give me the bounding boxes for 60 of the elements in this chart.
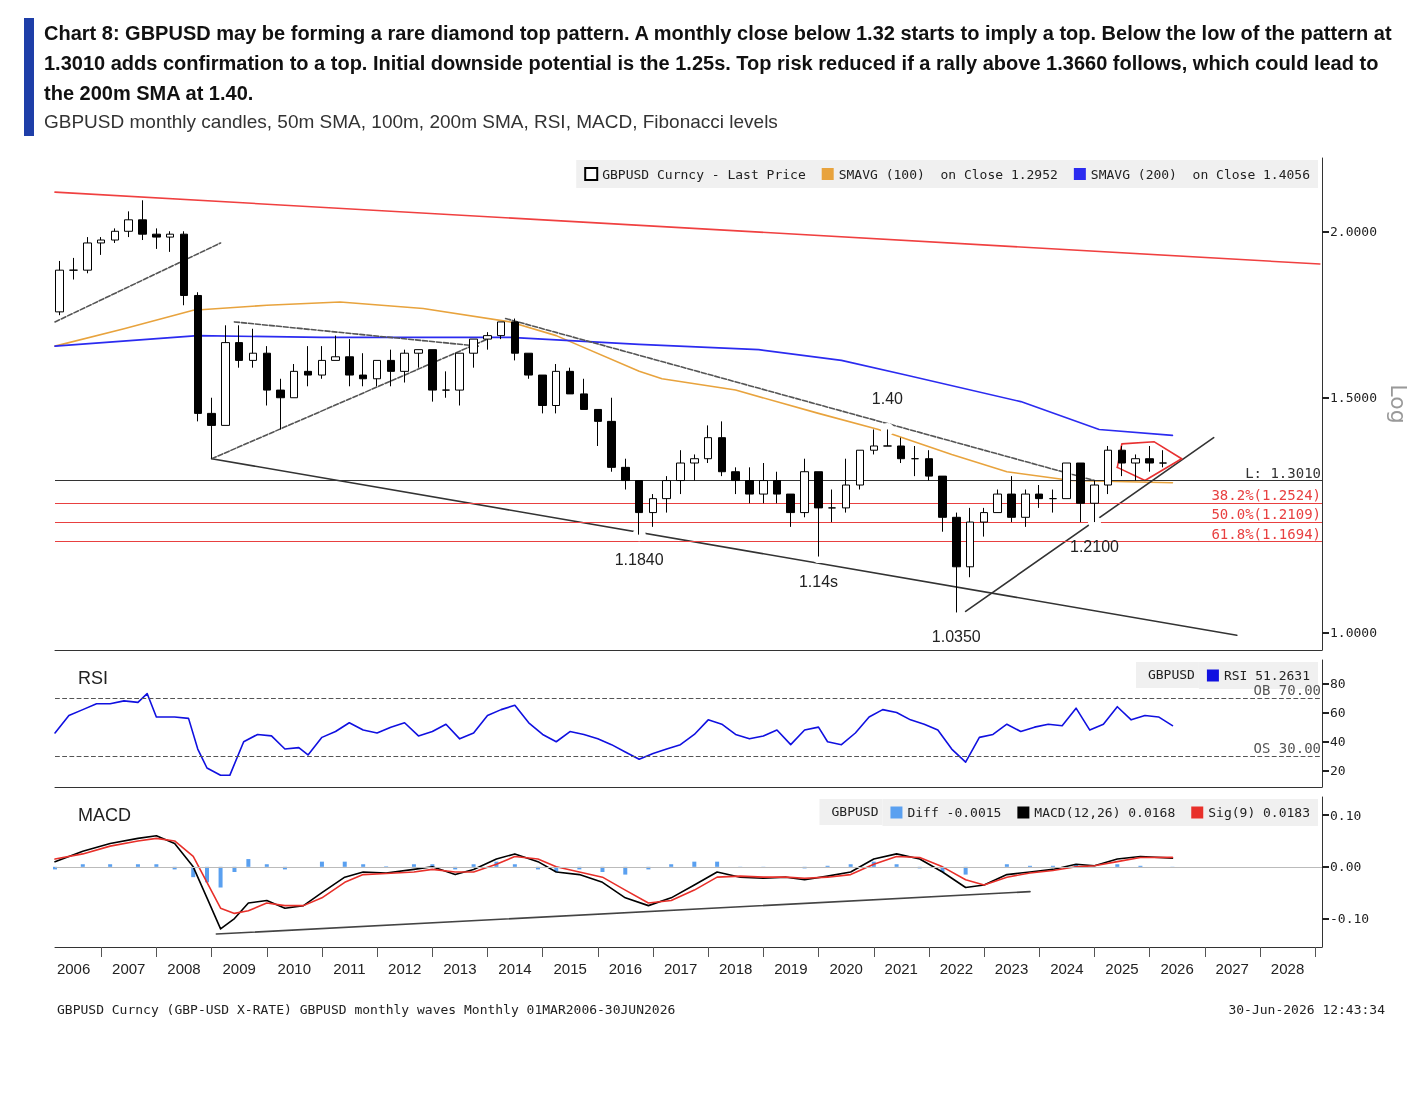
chart-subtitle: GBPUSD monthly candles, 50m SMA, 100m, 200m SMA, RSI, MACD, Fibonacci levels <box>44 110 779 134</box>
x-tick-label: 2024 <box>1050 960 1084 977</box>
y-tick-label: 0.10 <box>1330 807 1362 823</box>
ref-line-label: 61.8%(1.1694) <box>1211 525 1321 542</box>
legend-label: Diff -0.0015 <box>907 805 1002 820</box>
x-tick-label: 2006 <box>56 960 91 977</box>
legend-title: GBPUSD <box>1147 667 1196 682</box>
text: MACD <box>78 805 131 825</box>
x-tick-label: 2020 <box>829 960 863 977</box>
legend-label: SMAVG (200) on Close 1.4056 <box>1090 166 1311 182</box>
annotation: 1.40 <box>871 390 904 408</box>
ref-line-label: 50.0%(1.2109) <box>1211 506 1321 523</box>
ref-line-label: OS 30.00 <box>1253 740 1321 757</box>
annotation: 1.2100 <box>1070 538 1120 556</box>
x-tick-label: 2027 <box>1215 960 1249 977</box>
text: 30-Jun-2026 12:43:34 <box>1228 1002 1386 1017</box>
annotation: 1.14s <box>798 572 839 590</box>
x-tick-label: 2011 <box>333 960 366 977</box>
legend-label: RSI 51.2631 <box>1223 668 1310 683</box>
chart-title: Chart 8: GBPUSD may be forming a rare diamond top pattern. A monthly close below 1.32 starts to imply a top. Below the low of the pattern at 1.3010 adds confirmation to a top. Initial downside potential is the 1.25s. Top risk reduced if a rally above 1.3660 follows, which could lead to the 200m SMA at 1.40. <box>44 21 1393 106</box>
y-tick-label: 80 <box>1330 675 1346 691</box>
x-tick-label: 2010 <box>277 960 311 977</box>
x-tick-label: 2007 <box>112 960 146 977</box>
x-tick-label: 2022 <box>939 960 974 977</box>
x-tick-label: 2023 <box>994 960 1029 977</box>
text: GBPUSD Curncy (GBP-USD X-RATE) GBPUSD monthly waves Monthly 01MAR2006-30JUN2026 <box>57 1002 676 1017</box>
annotation: 1.1840 <box>614 550 664 568</box>
legend-title: GBPUSD <box>831 804 879 819</box>
y-tick-label: 40 <box>1330 734 1346 750</box>
x-tick-label: 2013 <box>443 960 477 977</box>
annotation: 1.0350 <box>931 628 981 646</box>
ref-line-label: OB 70.00 <box>1253 681 1321 698</box>
x-tick-label: 2025 <box>1105 960 1139 977</box>
ref-line-label: L: 1.3010 <box>1245 464 1321 481</box>
ref-line-label: 38.2%(1.2524) <box>1211 487 1321 504</box>
chart-title: RSI <box>78 668 109 688</box>
y-tick-label: 20 <box>1330 763 1346 779</box>
x-tick-label: 2008 <box>167 960 201 977</box>
x-tick-label: 2018 <box>719 960 753 977</box>
x-tick-label: 2009 <box>222 960 256 977</box>
legend-label: Sig(9) 0.0183 <box>1208 805 1310 820</box>
y-tick-label: 1.0000 <box>1330 624 1377 640</box>
y-tick-label: 0.00 <box>1330 859 1362 875</box>
y-tick-label: 2.0000 <box>1330 223 1377 239</box>
x-tick-label: 2012 <box>388 960 422 977</box>
y-tick-label: 60 <box>1330 705 1346 721</box>
x-tick-label: 2021 <box>884 960 918 977</box>
y-tick-label: -0.10 <box>1330 911 1370 927</box>
legend-label: MACD(12,26) 0.0168 <box>1034 805 1176 820</box>
x-tick-label: 2017 <box>663 960 698 977</box>
x-tick-label: 2016 <box>608 960 643 977</box>
legend-label: SMAVG (100) on Close 1.2952 <box>838 166 1058 182</box>
legend-label: GBPUSD Curncy - Last Price <box>602 166 806 182</box>
y-tick-label: 1.5000 <box>1330 390 1377 406</box>
x-tick-label: 2019 <box>774 960 808 977</box>
x-tick-label: 2026 <box>1160 960 1194 977</box>
x-tick-label: 2014 <box>498 960 532 977</box>
x-tick-label: 2015 <box>553 960 587 977</box>
y-axis-title: Log <box>1386 384 1412 424</box>
x-tick-label: 2028 <box>1270 960 1305 977</box>
